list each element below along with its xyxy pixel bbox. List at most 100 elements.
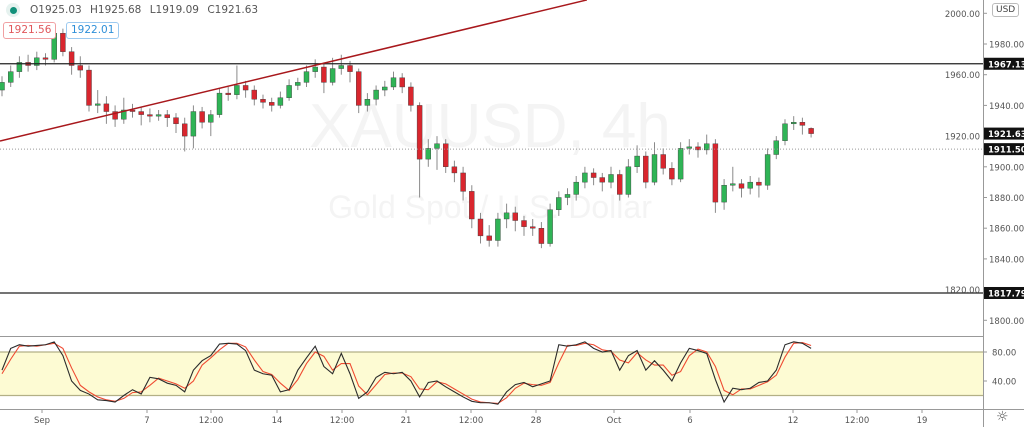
candle-up [34, 57, 40, 66]
candle-down [660, 154, 666, 169]
candle-down [138, 111, 144, 115]
candle-up [390, 77, 397, 88]
price-label: 1817.79 [988, 289, 1024, 299]
currency-button[interactable]: USD [992, 3, 1020, 17]
candle-up [295, 82, 301, 86]
time-tick-label: 12:00 [330, 416, 355, 426]
candle-down [669, 168, 675, 180]
candle-down [199, 111, 205, 123]
candle-up [556, 197, 562, 210]
candle-down [590, 172, 597, 178]
candle-down [469, 191, 475, 220]
candle-down [443, 143, 449, 167]
gear-icon[interactable]: ☼ [996, 409, 1009, 425]
candle-up [747, 181, 753, 189]
candle-down [460, 172, 466, 192]
candle-down [103, 103, 110, 112]
price-tick-label: 1960.00 [945, 71, 980, 81]
price-tick-label: 1820.00 [945, 286, 980, 296]
price-tick-label: 1840.00 [989, 255, 1024, 265]
candle-down [147, 114, 153, 117]
candle-down [416, 105, 423, 160]
candle-up [573, 181, 579, 195]
stoch-tick-label: 80.00 [992, 349, 1016, 359]
candle-down [521, 220, 527, 227]
price-tick-label: 2000.00 [945, 10, 980, 20]
candle-down [477, 218, 484, 237]
candle-down [68, 51, 75, 66]
candle-down [173, 117, 179, 125]
low-value: L1919.09 [149, 4, 199, 16]
candle-up [0, 82, 5, 91]
candle-up [277, 97, 284, 106]
time-tick-label: 12 [788, 416, 799, 426]
price-tick-label: 1920.00 [945, 133, 980, 143]
stoch-tick-label: 40.00 [992, 378, 1016, 388]
candle-down [756, 181, 762, 186]
candle-down [164, 114, 171, 118]
buy-price-button[interactable]: 1922.01 [66, 22, 120, 39]
candle-down [643, 155, 649, 183]
ohlc-legend: O1925.03 H1925.68 L1919.09 C1921.63 [6, 3, 263, 17]
price-label-box [984, 143, 1024, 156]
candle-up [495, 218, 501, 241]
candle-up [234, 85, 240, 95]
candle-down [451, 166, 458, 174]
candle-down [512, 212, 518, 221]
candle-down [242, 85, 249, 91]
candles [0, 25, 814, 249]
sell-price-button[interactable]: 1921.56 [3, 22, 57, 39]
time-tick-label: 21 [401, 416, 412, 426]
candle-up [425, 148, 431, 160]
candle-down [225, 92, 231, 95]
open-value: O1925.03 [30, 4, 82, 16]
candle-up [364, 99, 371, 106]
candle-up [782, 123, 788, 141]
candle-down [695, 146, 701, 151]
candle-down [347, 65, 353, 72]
price-tick-label: 1860.00 [989, 225, 1024, 235]
price-tick-label: 1880.00 [989, 194, 1024, 204]
candle-down [486, 235, 492, 241]
watermark: XAUUSD, 4h Gold Spot / U.S. Dollar [309, 92, 671, 225]
candle-up [155, 114, 162, 117]
candle-up [312, 66, 318, 72]
candle-up [686, 146, 692, 149]
candle-up [303, 71, 310, 83]
candle-up [704, 143, 710, 151]
candle-down [269, 102, 275, 106]
candle-down [181, 123, 188, 137]
price-tick-label: 1940.00 [989, 102, 1024, 112]
price-label: 1911.50 [988, 146, 1024, 156]
candle-up [721, 185, 727, 203]
price-tick-label: 1800.00 [989, 317, 1024, 327]
candle-down [617, 174, 623, 195]
high-value: H1925.68 [90, 4, 142, 16]
candle-up [16, 62, 23, 72]
candle-up [208, 114, 214, 123]
candle-up [791, 122, 797, 125]
candle-down [712, 143, 719, 203]
candle-up [503, 212, 510, 220]
close-value: C1921.63 [207, 4, 259, 16]
candle-down [129, 109, 136, 112]
candle-down [808, 128, 814, 134]
price-label-box [984, 286, 1024, 299]
candle-down [356, 71, 362, 106]
candle-up [373, 89, 379, 100]
candle-up [434, 143, 440, 149]
candle-down [86, 69, 92, 106]
candle-up [7, 71, 14, 83]
time-tick-label: Sep [34, 416, 50, 426]
candle-down [408, 86, 414, 106]
candle-up [216, 92, 223, 115]
candle-up [773, 140, 779, 155]
candle-up [190, 111, 197, 137]
market-open-dot-icon [6, 3, 20, 17]
candle-up [329, 68, 336, 83]
candle-up [121, 109, 127, 120]
price-tick-label: 1980.00 [989, 41, 1024, 51]
candle-up [564, 194, 571, 198]
candle-down [399, 77, 405, 88]
